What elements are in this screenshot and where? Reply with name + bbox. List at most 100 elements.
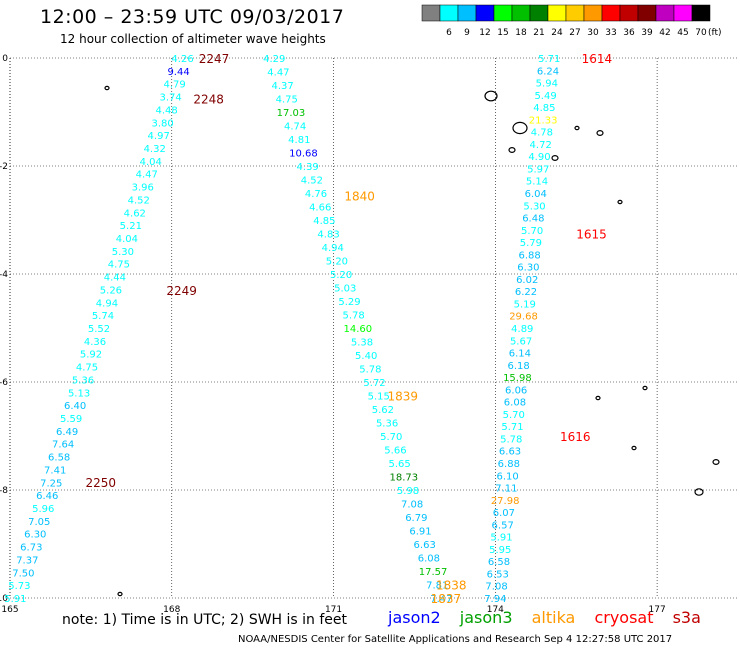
wave-height-value: 4.37 <box>271 81 293 92</box>
wave-height-value: 4.39 <box>297 162 319 173</box>
wave-height-value: 6.07 <box>493 508 515 519</box>
island-outline <box>595 395 601 401</box>
wave-height-value: 5.29 <box>338 297 360 308</box>
island-outline <box>694 488 704 496</box>
wave-height-value: 4.36 <box>84 337 106 348</box>
scale-label: 24 <box>551 28 563 38</box>
wave-height-value: 3.74 <box>159 93 181 104</box>
wave-height-value: 3.96 <box>132 183 154 194</box>
wave-height-value: 4.76 <box>305 189 327 200</box>
wave-height-value: 4.62 <box>124 208 146 219</box>
wave-height-value: 4.83 <box>317 230 339 241</box>
lon-tick-label: 171 <box>325 605 342 615</box>
wave-height-value: 5.52 <box>88 324 110 335</box>
scale-label: 36 <box>623 28 635 38</box>
wave-height-value: 6.30 <box>24 530 46 541</box>
wave-height-value: 7.05 <box>28 517 50 528</box>
island-outline <box>617 199 623 205</box>
wave-height-value: 4.48 <box>156 105 178 116</box>
wave-height-value: 4.81 <box>288 135 310 146</box>
island-outline <box>574 125 580 131</box>
time-label: 1838 <box>436 579 467 593</box>
wave-height-value: 5.03 <box>334 284 356 295</box>
wave-height-value: 5.92 <box>80 350 102 361</box>
wave-height-value: 4.47 <box>267 68 289 79</box>
wave-height-value: 6.02 <box>516 275 538 286</box>
wave-height-value: 7.50 <box>12 568 34 579</box>
wave-height-value: 4.89 <box>511 324 533 335</box>
wave-height-value: 6.53 <box>487 569 509 580</box>
wave-height-value: 4.04 <box>140 157 162 168</box>
wave-height-value: 17.57 <box>419 567 448 578</box>
wave-height-value: 6.18 <box>507 361 529 372</box>
wave-height-value: 7.08 <box>401 500 423 511</box>
lat-tick-label: 0 <box>2 54 8 64</box>
wave-height-value: 7.25 <box>40 478 62 489</box>
island-outline <box>596 130 604 137</box>
wave-height-value: 5.70 <box>503 410 525 421</box>
wave-height-value: 5.14 <box>526 177 548 188</box>
wave-height-value: 4.74 <box>284 122 306 133</box>
time-label: 2250 <box>85 476 116 490</box>
time-label: 1614 <box>582 52 613 66</box>
scale-label: 70 <box>695 28 707 38</box>
wave-height-value: 5.91 <box>4 594 26 605</box>
wave-height-value: 6.88 <box>519 250 541 261</box>
wave-height-value: 4.52 <box>301 176 323 187</box>
scale-label: 6 <box>446 28 452 38</box>
color-scale-legend: 6 9 12 15 18 21 24 27 30 33 36 39 42 45 70 (ft) <box>421 4 722 38</box>
scale-label: 27 <box>569 28 580 38</box>
wave-height-value: 5.62 <box>372 405 394 416</box>
wave-height-value: 5.95 <box>489 545 511 556</box>
wave-height-value: 4.29 <box>263 54 285 65</box>
island-outline <box>642 385 648 391</box>
footnote: note: 1) Time is in UTC; 2) SWH is in fe… <box>62 612 348 628</box>
wave-height-value: 6.91 <box>409 527 431 538</box>
wave-height-value: 10.68 <box>289 149 318 160</box>
wave-height-value: 5.65 <box>388 459 410 470</box>
wave-height-value: 6.04 <box>525 189 547 200</box>
wave-height-value: 4.75 <box>108 260 130 271</box>
wave-height-value: 5.21 <box>120 221 142 232</box>
wave-height-value: 4.94 <box>96 298 118 309</box>
island-outline <box>712 459 720 466</box>
wave-height-value: 7.37 <box>16 555 38 566</box>
wave-height-value: 5.78 <box>359 365 381 376</box>
wave-height-value: 5.30 <box>112 247 134 258</box>
wave-height-value: 5.78 <box>343 311 365 322</box>
wave-height-value: 6.88 <box>498 459 520 470</box>
wave-height-value: 7.64 <box>52 440 74 451</box>
wave-height-value: 4.94 <box>322 243 344 254</box>
wave-height-value: 6.46 <box>36 491 58 502</box>
wave-height-value: 6.63 <box>499 447 521 458</box>
lon-tick-label: 165 <box>1 605 18 615</box>
lat-tick-label: -2 <box>0 162 8 172</box>
wave-height-value: 4.44 <box>104 273 126 284</box>
wave-height-value: 6.58 <box>48 453 70 464</box>
wave-height-value: 27.98 <box>491 496 520 507</box>
wave-height-value: 6.79 <box>405 513 427 524</box>
scale-label: 18 <box>515 28 527 38</box>
wave-height-value: 6.30 <box>517 263 539 274</box>
satellite-legend-altika: altika <box>531 608 576 627</box>
wave-height-value: 4.04 <box>116 234 138 245</box>
scale-swatch <box>691 4 711 22</box>
satellite-legend-cryosat: cryosat <box>594 608 654 627</box>
wave-height-value: 4.90 <box>528 152 550 163</box>
wave-height-value: 4.78 <box>531 128 553 139</box>
island-outline <box>117 591 123 597</box>
wave-height-value: 5.91 <box>490 533 512 544</box>
wave-height-value: 5.36 <box>72 375 94 386</box>
time-label: 2249 <box>166 284 197 298</box>
wave-height-value: 6.40 <box>64 401 86 412</box>
wave-height-value: 5.74 <box>92 311 114 322</box>
wave-height-value: 7.11 <box>495 484 517 495</box>
wave-height-value: 6.73 <box>20 543 42 554</box>
wave-height-value: 6.08 <box>504 398 526 409</box>
satellite-legend: jason2 jason3 altika cryosat s3a <box>388 608 715 627</box>
page-subtitle: 12 hour collection of altimeter wave hei… <box>60 32 326 46</box>
satellite-legend-jason3: jason3 <box>459 608 513 627</box>
wave-height-value: 5.26 <box>100 285 122 296</box>
wave-height-value: 5.73 <box>8 581 30 592</box>
